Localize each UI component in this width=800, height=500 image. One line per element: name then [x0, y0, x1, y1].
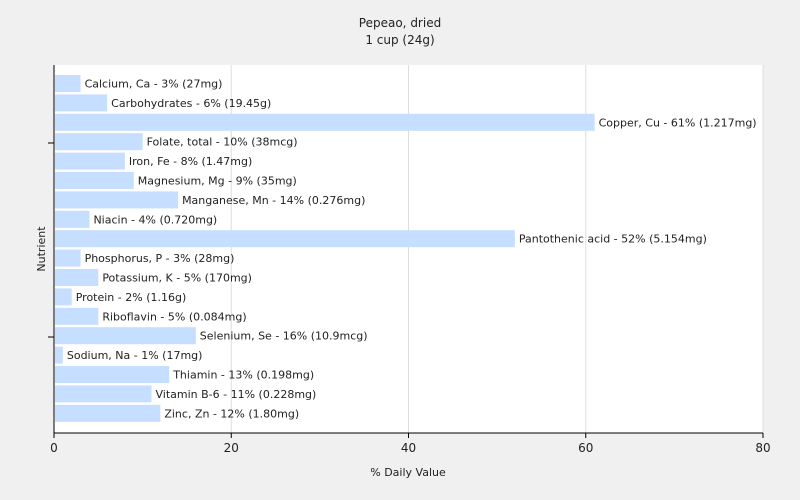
bar-label-3: Folate, total - 10% (38mcg)	[147, 136, 298, 149]
bar-label-14: Sodium, Na - 1% (17mg)	[67, 349, 203, 362]
bar-4	[55, 152, 125, 170]
bar-label-5: Magnesium, Mg - 9% (35mg)	[138, 175, 297, 188]
bars	[55, 75, 595, 422]
bar-labels: Calcium, Ca - 3% (27mg) Carbohydrates - 6…	[67, 78, 757, 421]
bar-label-15: Thiamin - 13% (0.198mg)	[172, 369, 314, 382]
axes: 0 20 40 60 80	[48, 65, 771, 455]
x-tick-label-0: 0	[50, 441, 58, 455]
x-axis-label: % Daily Value	[370, 466, 446, 479]
bar-label-2: Copper, Cu - 61% (1.217mg)	[599, 116, 757, 129]
chart-title: Pepeao, dried	[359, 16, 441, 30]
bar-2	[55, 113, 595, 131]
x-tick-label-1: 20	[224, 441, 239, 455]
bar-label-10: Potassium, K - 5% (170mg)	[102, 272, 252, 285]
bar-12	[55, 307, 99, 325]
y-axis-label: Nutrient	[35, 226, 48, 272]
bar-label-16: Vitamin B-6 - 11% (0.228mg)	[155, 388, 316, 401]
bar-13	[55, 327, 196, 345]
bar-11	[55, 288, 72, 306]
bar-label-8: Pantothenic acid - 52% (5.154mg)	[519, 233, 707, 246]
bar-17	[55, 404, 161, 422]
bar-label-17: Zinc, Zn - 12% (1.80mg)	[164, 407, 299, 420]
bar-label-6: Manganese, Mn - 14% (0.276mg)	[182, 194, 365, 207]
x-tick-label-4: 80	[755, 441, 770, 455]
bar-8	[55, 230, 515, 248]
bar-0	[55, 75, 81, 92]
x-tick-label-2: 40	[401, 441, 416, 455]
bar-1	[55, 94, 108, 112]
bar-label-1: Carbohydrates - 6% (19.45g)	[111, 97, 271, 110]
chart-subtitle: 1 cup (24g)	[365, 33, 434, 47]
bar-9	[55, 249, 81, 267]
bar-label-7: Niacin - 4% (0.720mg)	[93, 213, 217, 226]
bar-15	[55, 366, 170, 383]
bar-10	[55, 269, 99, 286]
bar-label-4: Iron, Fe - 8% (1.47mg)	[129, 155, 252, 168]
bar-14	[55, 346, 63, 364]
bar-label-11: Protein - 2% (1.16g)	[76, 291, 187, 304]
bar-label-0: Calcium, Ca - 3% (27mg)	[85, 78, 223, 91]
bar-16	[55, 385, 152, 403]
bar-5	[55, 172, 134, 189]
bar-label-9: Phosphorus, P - 3% (28mg)	[85, 252, 235, 265]
bar-6	[55, 191, 179, 209]
bar-7	[55, 210, 90, 228]
bar-3	[55, 133, 143, 151]
bar-label-13: Selenium, Se - 16% (10.9mcg)	[200, 330, 368, 343]
bar-label-12: Riboflavin - 5% (0.084mg)	[102, 310, 246, 323]
x-tick-label-3: 60	[578, 441, 593, 455]
